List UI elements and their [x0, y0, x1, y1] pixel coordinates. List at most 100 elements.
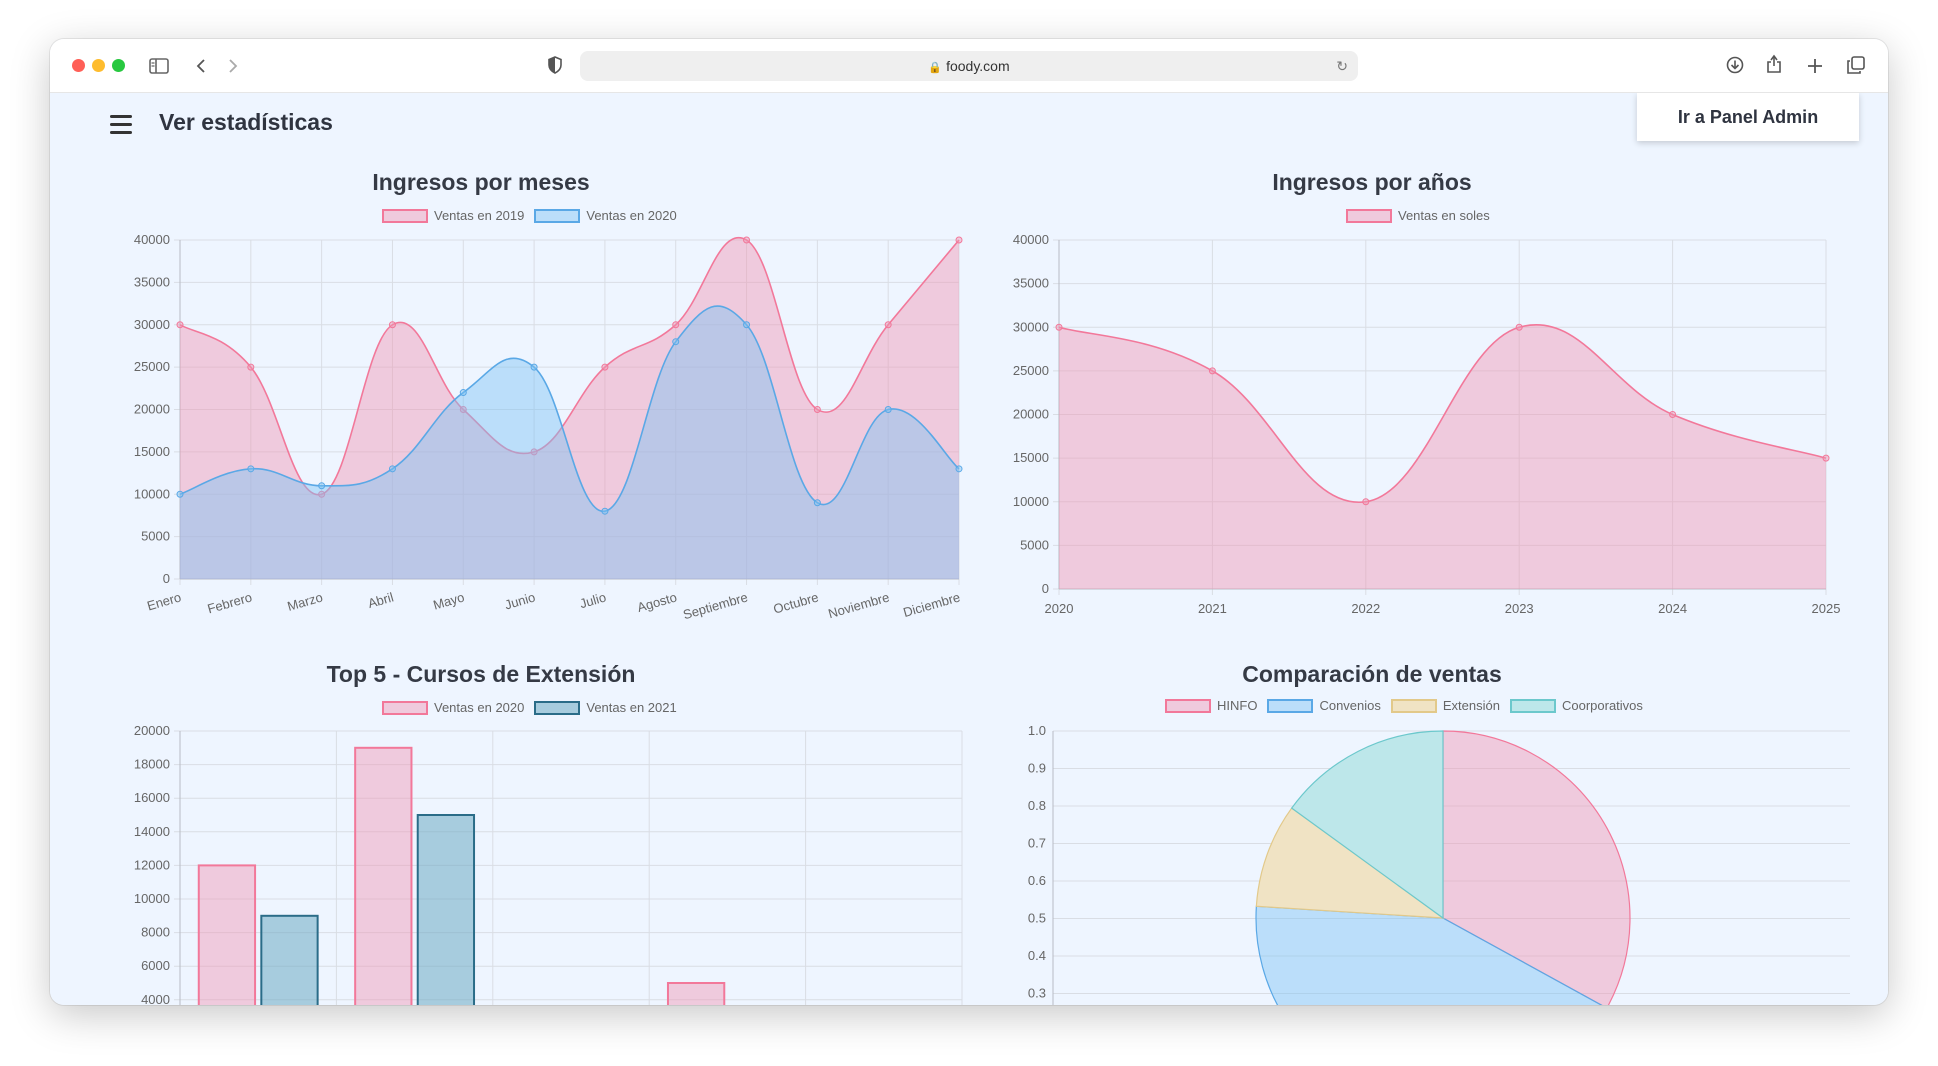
x-tick-label: 2025 [1812, 601, 1841, 616]
legend-item[interactable]: Ventas en 2019 [382, 208, 524, 223]
x-tick-label: 2023 [1505, 601, 1534, 616]
y-tick-label: 0.9 [1028, 761, 1046, 776]
y-tick-label: 0 [163, 571, 170, 586]
series-line [1058, 324, 1827, 503]
close-window-button[interactable] [72, 59, 85, 72]
series-area [180, 306, 959, 579]
x-tick-label: 2022 [1351, 601, 1380, 616]
x-tick-label: Julio [578, 589, 608, 611]
y-tick-label: 0.7 [1028, 836, 1046, 851]
y-tick-label: 25000 [1013, 363, 1049, 378]
data-point [601, 363, 609, 371]
pie-chart-title: Comparación de ventas [1242, 661, 1502, 687]
y-tick-label: 30000 [134, 317, 170, 332]
download-icon[interactable] [1726, 53, 1744, 77]
maximize-window-button[interactable] [112, 59, 125, 72]
data-point [813, 499, 821, 507]
data-point [1515, 323, 1523, 331]
reload-icon[interactable]: ↻ [1336, 58, 1348, 74]
new-tab-icon[interactable] [1807, 53, 1823, 77]
y-tick-label: 15000 [134, 444, 170, 459]
pie-slice [1442, 730, 1631, 1005]
data-point [884, 321, 892, 329]
lock-icon: 🔒 [928, 62, 943, 74]
bar [354, 746, 413, 1005]
menu-icon[interactable] [110, 115, 132, 139]
data-point [247, 465, 255, 473]
x-tick-label: Abril [366, 589, 395, 611]
data-point [318, 482, 326, 490]
series-line [179, 305, 960, 513]
data-point [318, 490, 326, 498]
data-point [1055, 323, 1063, 331]
y-tick-label: 35000 [134, 274, 170, 289]
data-point [388, 465, 396, 473]
legend-item[interactable]: Ventas en soles [1346, 208, 1490, 223]
top5-courses-chart: 4000 6000 8000 10000 12000 14000 16000 18000 200… [134, 723, 963, 1005]
admin-panel-button[interactable]: Ir a Panel Admin [1637, 93, 1859, 141]
y-tick-label: 6000 [141, 958, 170, 973]
legend-item[interactable]: HINFO [1165, 698, 1257, 713]
y-tick-label: 35000 [1013, 276, 1049, 291]
shield-icon[interactable] [547, 53, 563, 77]
page-content: Ver estadísticas Ir a Panel Admin Ingres… [50, 93, 1888, 1005]
data-point [884, 406, 892, 413]
legend-label: HINFO [1217, 698, 1258, 713]
address-bar[interactable]: 🔒 foody.com ↻ [580, 51, 1358, 81]
y-tick-label: 18000 [134, 757, 170, 772]
data-point [1208, 367, 1216, 375]
pie-slice [1255, 807, 1446, 919]
pie-slice [1255, 905, 1603, 1005]
data-point [176, 321, 184, 329]
legend-item[interactable]: Ventas en 2021 [534, 700, 677, 715]
data-point [1669, 411, 1677, 418]
x-tick-label: 2020 [1045, 601, 1074, 616]
data-point [955, 236, 963, 244]
forward-icon[interactable] [227, 53, 239, 77]
yearly-chart-legend: Ventas en soles [1346, 208, 1500, 223]
browser-toolbar: 🔒 foody.com ↻ [50, 39, 1888, 93]
series-area [180, 237, 959, 580]
back-icon[interactable] [195, 53, 207, 77]
data-point [601, 507, 609, 515]
legend-label: Ventas en soles [1398, 208, 1490, 223]
y-tick-label: 25000 [134, 359, 170, 374]
data-point [530, 448, 538, 456]
legend-label: Ventas en 2021 [586, 700, 677, 715]
legend-label: Extensión [1442, 698, 1500, 713]
legend-item[interactable]: Ventas en 2020 [534, 208, 677, 223]
legend-label: Coorporativos [1561, 698, 1643, 713]
legend-item[interactable]: Ventas en 2020 [382, 700, 524, 715]
data-point [672, 338, 680, 346]
yearly-chart-title: Ingresos por años [1272, 169, 1472, 195]
url-text: foody.com [946, 58, 1010, 74]
bar [666, 982, 726, 1005]
bar [260, 914, 319, 1005]
data-point [1822, 454, 1830, 462]
data-point [672, 321, 680, 329]
monthly-chart-title: Ingresos por meses [372, 169, 590, 195]
y-tick-label: 30000 [1013, 319, 1049, 334]
top5-chart-legend: Ventas en 2020 Ventas en 2021 [382, 700, 687, 715]
x-tick-label: 2021 [1198, 601, 1227, 616]
data-point [743, 236, 751, 244]
legend-item[interactable]: Extensión [1390, 698, 1500, 713]
y-tick-label: 10000 [134, 891, 170, 906]
legend-label: Ventas en 2020 [586, 208, 677, 223]
share-icon[interactable] [1766, 53, 1782, 79]
y-tick-label: 14000 [134, 824, 170, 839]
monthly-income-chart: 0 5000 10000 15000 20000 25000 30000 35000 40000… [134, 232, 963, 622]
y-tick-label: 10000 [1013, 494, 1049, 509]
minimize-window-button[interactable] [92, 59, 105, 72]
y-tick-label: 40000 [1013, 232, 1049, 247]
data-point [813, 406, 821, 413]
legend-item[interactable]: Coorporativos [1509, 698, 1643, 713]
x-tick-label: 2024 [1658, 601, 1687, 616]
tabs-icon[interactable] [1847, 53, 1865, 77]
y-tick-label: 0.8 [1028, 798, 1046, 813]
series-line [179, 236, 960, 496]
data-point [388, 321, 396, 329]
sidebar-icon[interactable] [149, 53, 169, 77]
legend-item[interactable]: Convenios [1267, 698, 1381, 713]
bar [197, 864, 257, 1005]
